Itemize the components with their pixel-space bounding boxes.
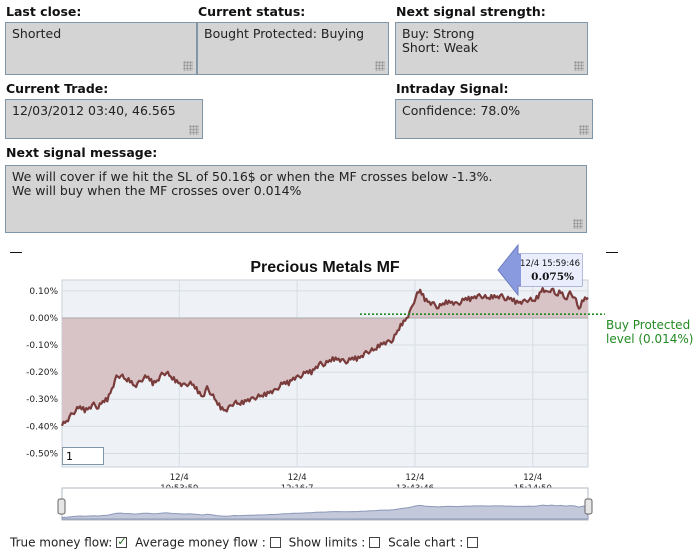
y-axis: 0.10% 0.00% -0.10% -0.20% -0.30% -0.40% -0.50% bbox=[26, 287, 58, 460]
signal-value: 0.075% bbox=[531, 271, 574, 283]
x-tick-date: 12/4 bbox=[523, 473, 542, 483]
resize-grip-icon[interactable] bbox=[183, 61, 193, 71]
current-status-field[interactable]: Bought Protected: Buying bbox=[197, 22, 389, 75]
resize-grip-icon[interactable] bbox=[375, 61, 385, 71]
last-close-value: Shorted bbox=[12, 26, 62, 41]
y-tick-label: 0.00% bbox=[29, 314, 58, 324]
money-flow-area bbox=[62, 288, 588, 426]
signal-label-bg bbox=[521, 254, 582, 286]
navigator-handle-right[interactable] bbox=[584, 498, 593, 515]
next-signal-strength-field[interactable]: Buy: Strong Short: Weak bbox=[395, 22, 588, 75]
x-tick-date: 12/4 bbox=[405, 473, 424, 483]
navigator-handle-left[interactable] bbox=[57, 498, 66, 515]
last-close-field[interactable]: Shorted bbox=[5, 22, 197, 75]
y-tick-label: 0.10% bbox=[29, 287, 58, 297]
resize-grip-icon[interactable] bbox=[573, 219, 583, 229]
intraday-signal-value: Confidence: 78.0% bbox=[402, 103, 521, 118]
range-navigator[interactable] bbox=[57, 487, 593, 521]
y-tick-label: -0.10% bbox=[26, 341, 58, 351]
y-tick-label: -0.20% bbox=[26, 368, 58, 378]
chart-title: Precious Metals MF bbox=[250, 259, 400, 276]
resize-grip-icon[interactable] bbox=[579, 125, 589, 135]
intraday-signal-label: Intraday Signal: bbox=[396, 81, 509, 96]
true-money-flow-checkbox[interactable] bbox=[116, 535, 128, 548]
money-flow-line bbox=[60, 287, 589, 427]
y-tick-label: -0.50% bbox=[26, 449, 58, 459]
x-tick-date: 12/4 bbox=[170, 473, 189, 483]
next-signal-strength-label: Next signal strength: bbox=[396, 4, 546, 19]
scale-chart-checkbox[interactable] bbox=[467, 537, 479, 548]
current-status-value: Bought Protected: Buying bbox=[204, 26, 365, 41]
current-trade-field[interactable]: 12/03/2012 03:40, 46.565 bbox=[5, 99, 203, 139]
current-trade-value: 12/03/2012 03:40, 46.565 bbox=[12, 103, 176, 118]
signal-time: 12/4 15:59:46 bbox=[520, 259, 580, 269]
average-money-flow-label: Average money flow : bbox=[135, 535, 266, 550]
true-money-flow-label: True money flow: bbox=[10, 535, 113, 550]
last-close-label: Last close: bbox=[6, 4, 82, 19]
signal-marker: 12/4 15:59:46 0.075% bbox=[497, 243, 583, 297]
intraday-signal-field[interactable]: Confidence: 78.0% bbox=[395, 99, 593, 139]
current-trade-label: Current Trade: bbox=[6, 81, 109, 96]
current-status-label: Current status: bbox=[198, 4, 306, 19]
navigator-area bbox=[61, 504, 589, 520]
scale-chart-label: Scale chart : bbox=[388, 535, 464, 550]
y-tick-label: -0.30% bbox=[26, 395, 58, 405]
range-input[interactable] bbox=[62, 447, 104, 465]
next-signal-message-label: Next signal message: bbox=[6, 145, 158, 160]
next-signal-strength-value: Buy: Strong Short: Weak bbox=[402, 26, 478, 55]
collapse-left-icon[interactable] bbox=[10, 252, 22, 253]
average-money-flow-checkbox[interactable] bbox=[269, 537, 281, 548]
x-tick-date: 12/4 bbox=[288, 473, 307, 483]
show-limits-label: Show limits : bbox=[288, 535, 366, 550]
collapse-right-icon[interactable] bbox=[606, 252, 618, 253]
footer-options: True money flow: Average money flow : Sh… bbox=[10, 535, 482, 550]
next-signal-message-field[interactable]: We will cover if we hit the SL of 50.16$… bbox=[5, 165, 587, 233]
money-flow-chart: 0.10% 0.00% -0.10% -0.20% -0.30% -0.40% -0.50%… bbox=[26, 243, 605, 521]
next-signal-message-value: We will cover if we hit the SL of 50.16$… bbox=[12, 169, 493, 198]
resize-grip-icon[interactable] bbox=[574, 61, 584, 71]
show-limits-checkbox[interactable] bbox=[369, 537, 381, 548]
buy-protected-label: Buy Protected level (0.014%) bbox=[606, 318, 694, 346]
y-tick-label: -0.40% bbox=[26, 422, 58, 432]
resize-grip-icon[interactable] bbox=[189, 125, 199, 135]
